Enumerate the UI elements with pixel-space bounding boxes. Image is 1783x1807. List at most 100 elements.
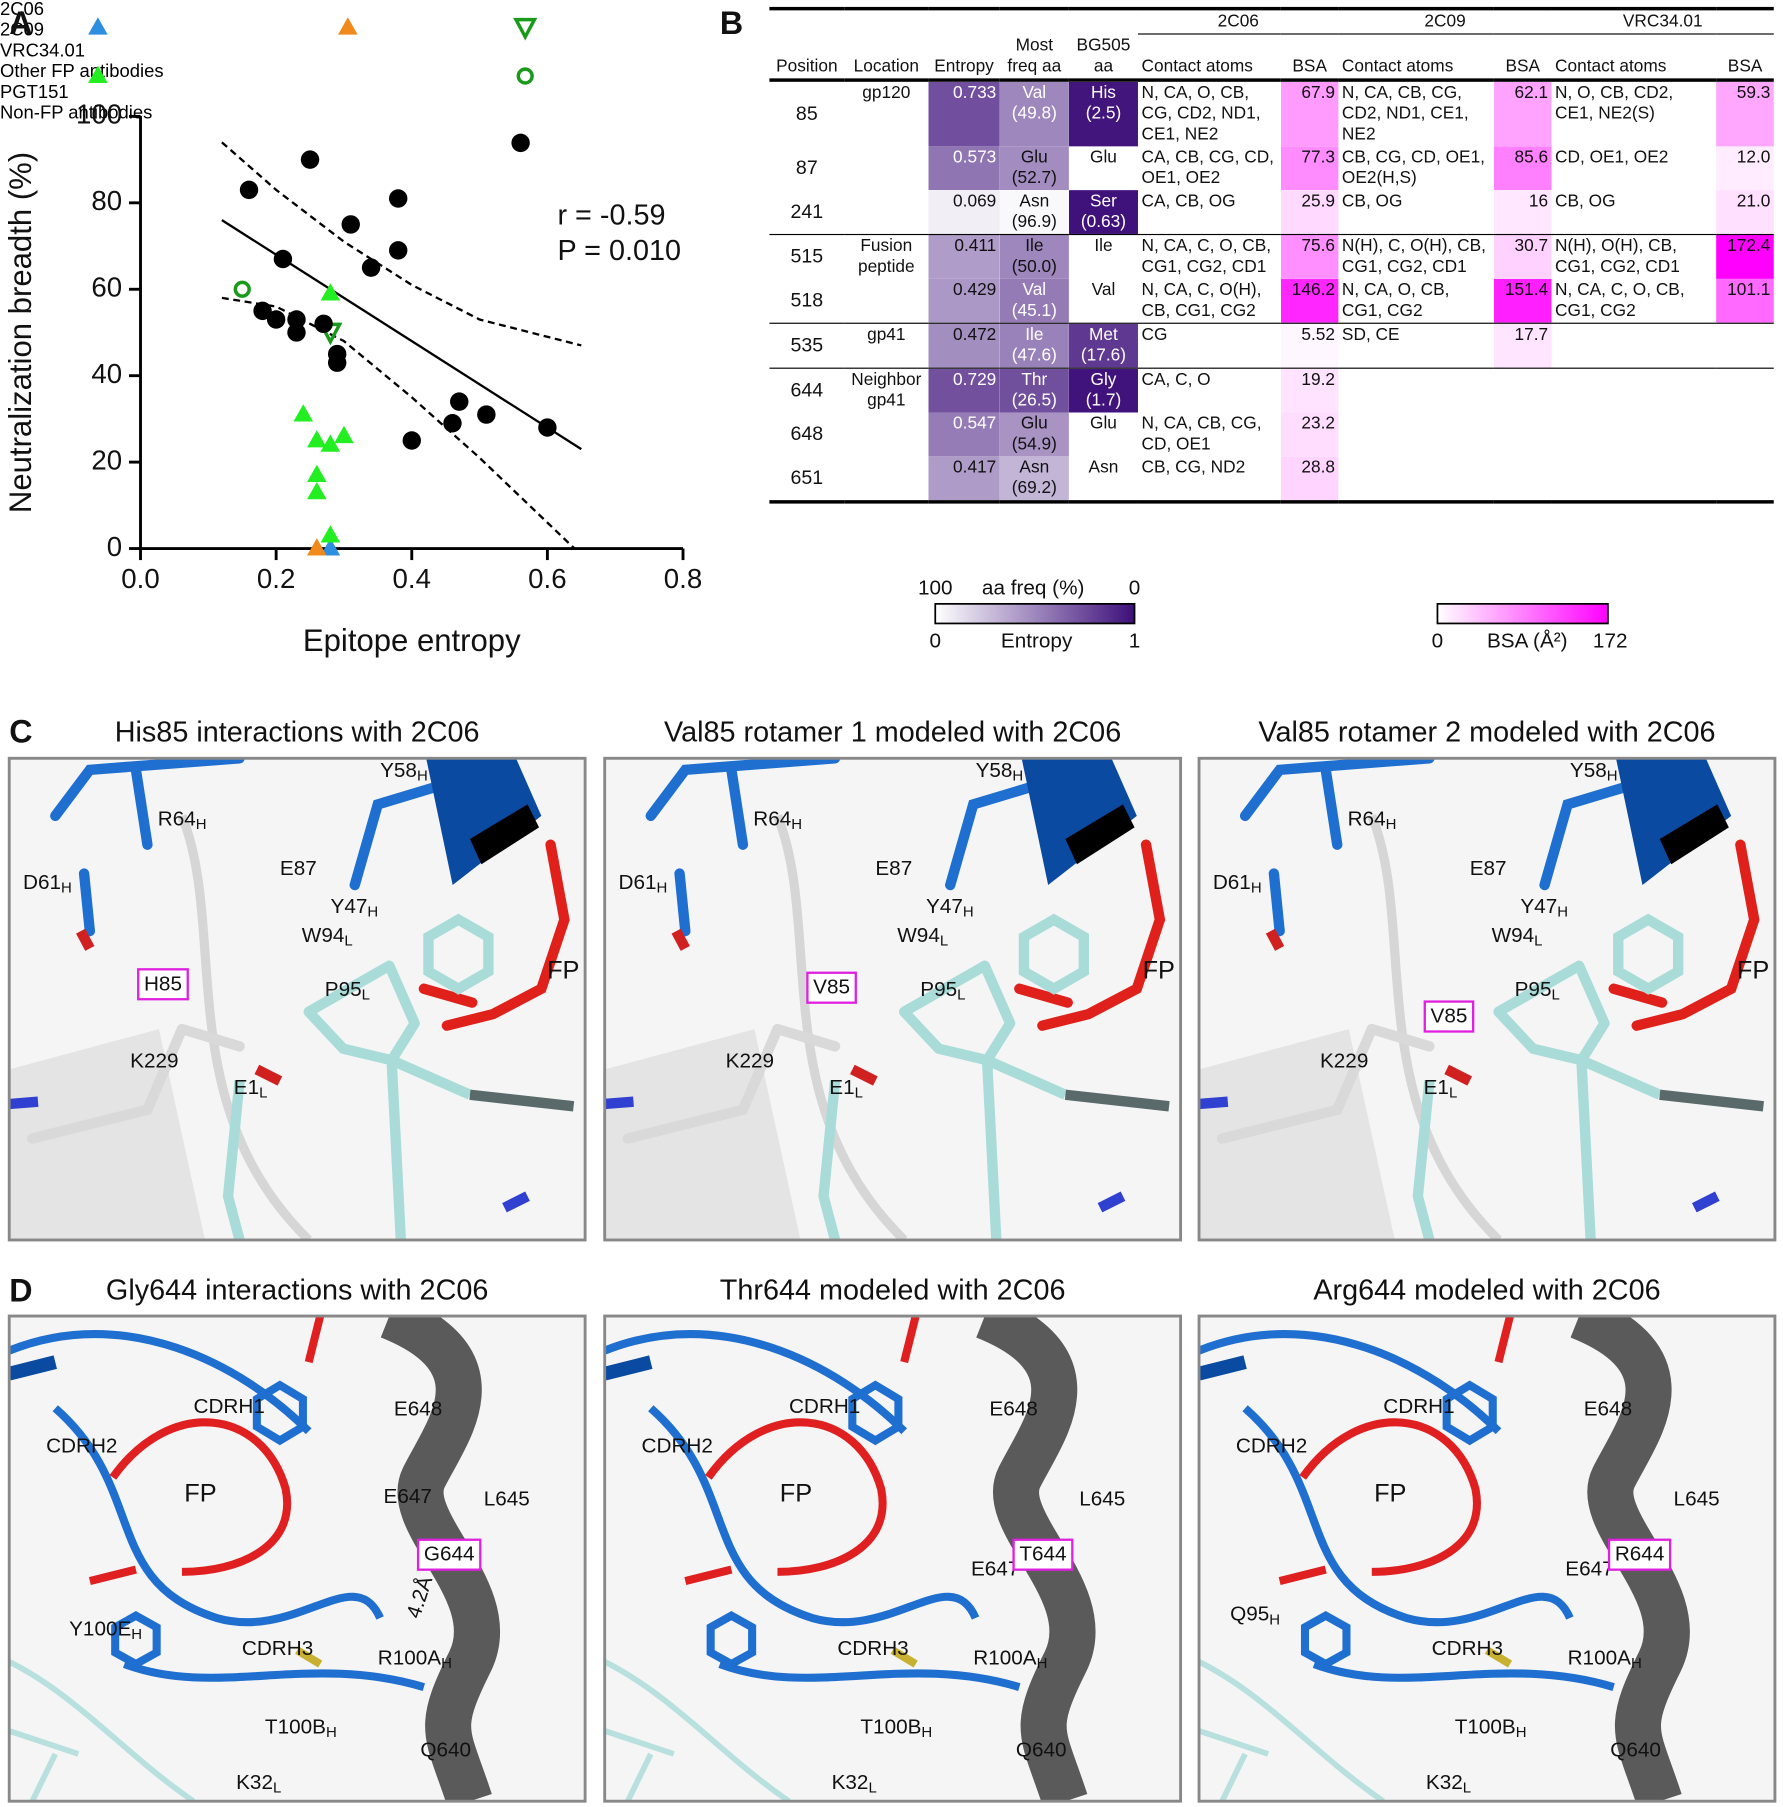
label-text: FP <box>1143 956 1175 984</box>
column-header: Contact atoms <box>1555 55 1667 76</box>
bsa-cell: 12.0 <box>1716 145 1774 190</box>
bsa-cell: 16 <box>1493 189 1552 234</box>
column-header: Entropy <box>934 55 994 76</box>
colorbar-tick: 1 <box>1129 629 1141 652</box>
aa-cell: Val (49.8) <box>999 79 1069 146</box>
residue-label: E1L <box>829 1076 863 1101</box>
table-row: 644 Neighbor gp41 0.729 Thr (26.5) Gly (1.7) CA… <box>769 367 1774 412</box>
label-subscript: H <box>417 768 428 785</box>
aa-frequency: (0.63) <box>1080 211 1127 232</box>
residue-label: W94L <box>302 924 353 949</box>
empty-cell <box>1552 368 1717 412</box>
label-text: E648 <box>1584 1398 1632 1421</box>
residue-label: R644 <box>1615 1543 1665 1566</box>
label-subscript: L <box>362 987 370 1004</box>
label-subscript: H <box>921 1724 932 1741</box>
residue-label: V85 <box>1431 1005 1468 1028</box>
label-subscript: H <box>367 904 378 921</box>
label-text: Y58 <box>1570 760 1607 783</box>
entropy-cell: 0.417 <box>928 455 1000 502</box>
y-tick-label: 40 <box>91 358 122 389</box>
label-text: T100B <box>860 1716 921 1739</box>
position: 651 <box>790 466 824 489</box>
label-text: L645 <box>1674 1488 1720 1511</box>
label-text: Y47 <box>926 896 963 919</box>
aa-frequency: (47.6) <box>1011 345 1057 365</box>
label-subscript: H <box>1607 768 1618 785</box>
label-text: CDRH2 <box>46 1435 117 1458</box>
residue-label: L645 <box>1674 1488 1720 1511</box>
panel-frame <box>1197 1314 1777 1803</box>
contact-atoms: CG <box>1141 324 1168 344</box>
legend-marker <box>516 67 534 85</box>
y-tick-label: 80 <box>91 185 122 216</box>
data-point <box>307 464 327 482</box>
column-header: BSA <box>1292 55 1327 76</box>
aa-cell: Glu (54.9) <box>999 411 1069 456</box>
residue-label: K229 <box>726 1050 774 1073</box>
data-point <box>287 323 306 342</box>
aa-cell: Ser (0.63) <box>1068 189 1139 234</box>
residue-label: Q95H <box>1230 1603 1280 1628</box>
highlight-box <box>416 1538 482 1571</box>
contact-atoms: N, O, CB, CD2, CE1, NE2(S) <box>1555 82 1674 123</box>
label-subscript: H <box>131 1626 142 1643</box>
contact-atoms: N(H), C, O(H), CB, CG1, CG2, CD1 <box>1341 235 1486 276</box>
entropy-cell: 0.547 <box>928 411 1000 456</box>
panel-letter: A <box>9 5 32 41</box>
bsa-cell: 23.2 <box>1280 411 1339 456</box>
label-text: Y100E <box>69 1618 131 1641</box>
location: Neighbor gp41 <box>851 369 922 410</box>
label-text: E87 <box>280 858 317 881</box>
location: Fusion peptide <box>857 235 915 276</box>
residue-label: V85 <box>813 976 850 999</box>
data-point <box>320 525 341 543</box>
label-text: E647 <box>971 1558 1019 1581</box>
residue-label: CDRH3 <box>837 1638 908 1661</box>
residue-label: D61H <box>1213 871 1262 896</box>
data-point <box>327 353 347 372</box>
panel-title: Val85 rotamer 1 modeled with 2C06 <box>664 717 1121 749</box>
label-text: G644 <box>424 1543 475 1566</box>
residue-label: W94L <box>897 924 948 949</box>
residue-label: CDRH2 <box>642 1435 713 1458</box>
data-point <box>388 241 408 260</box>
residue-label: L645 <box>1079 1488 1125 1511</box>
residue-label: E87 <box>1470 858 1507 881</box>
entropy-cell: 0.069 <box>928 189 1000 234</box>
column-header: BG505 aa <box>1076 35 1131 76</box>
residue-label: Y100EH <box>69 1618 142 1643</box>
panel-letter: D <box>9 1273 32 1309</box>
label-text: FP <box>184 1479 216 1507</box>
position: 85 <box>795 101 818 124</box>
bsa-cell: 151.4 <box>1493 278 1552 323</box>
label-text: Y47 <box>1520 896 1557 919</box>
aa-frequency: (54.9) <box>1011 433 1057 454</box>
panel-letter: B <box>720 5 743 41</box>
colorbar-tick: 100 <box>918 576 953 599</box>
residue-label: FP <box>547 956 579 984</box>
label-text: T100B <box>265 1716 326 1739</box>
residue-label: Y47H <box>331 896 379 921</box>
colorbar-title: Entropy <box>1001 629 1073 652</box>
contact-atoms: CA, CB, OG <box>1141 190 1236 211</box>
highlight-box <box>1012 1538 1074 1571</box>
residue-label: K229 <box>1320 1050 1368 1073</box>
empty-cell <box>1552 412 1717 456</box>
panel-title: His85 interactions with 2C06 <box>115 717 480 749</box>
panel-frame <box>1197 756 1777 1242</box>
label-subscript: H <box>61 879 72 896</box>
data-point <box>307 430 327 448</box>
bsa-cell: 101.1 <box>1716 278 1774 323</box>
label-text: K229 <box>130 1050 178 1073</box>
residue-label: T644 <box>1019 1543 1066 1566</box>
data-point <box>239 180 259 200</box>
label-text: R64 <box>1348 808 1386 831</box>
bsa-cell: 17.7 <box>1493 322 1552 368</box>
label-text: K32 <box>1426 1771 1463 1794</box>
residue-label: CDRH3 <box>1432 1638 1503 1661</box>
